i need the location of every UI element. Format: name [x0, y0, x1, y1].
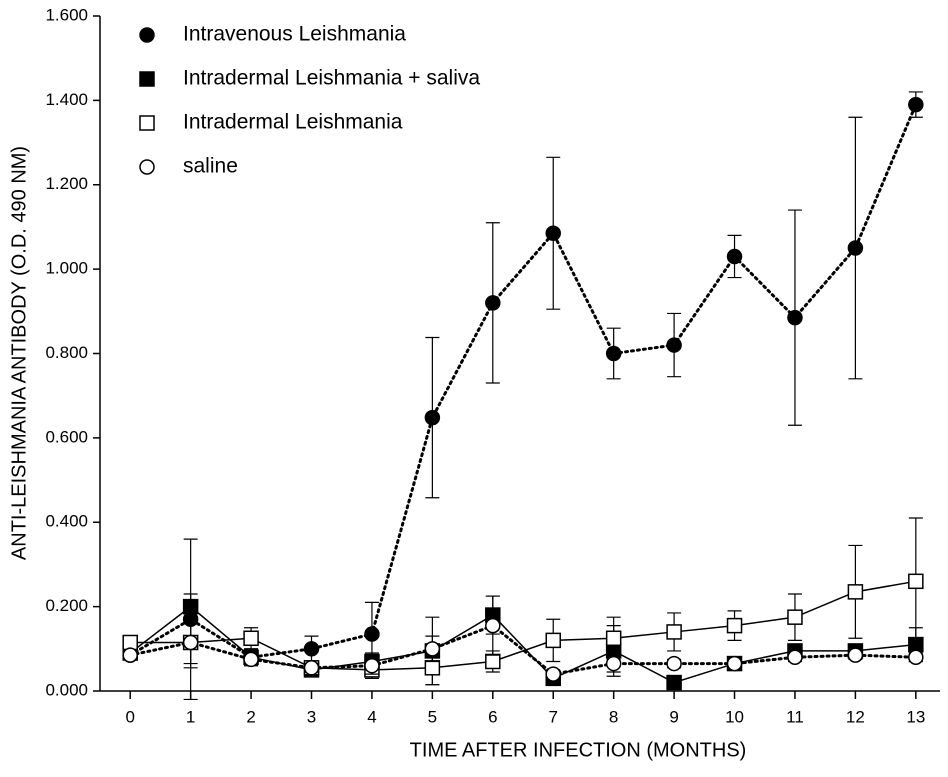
x-tick-label: 5 — [428, 707, 437, 726]
data-point — [364, 626, 380, 642]
data-point — [847, 647, 864, 663]
x-tick-label: 9 — [669, 707, 678, 726]
data-point — [666, 655, 682, 672]
series-line — [128, 103, 918, 659]
data-point — [726, 655, 743, 672]
data-point — [666, 624, 682, 640]
x-tick-label: 7 — [549, 707, 558, 726]
legend-marker — [139, 115, 155, 131]
data-point — [605, 655, 622, 672]
data-point — [243, 651, 259, 668]
data-point — [605, 345, 622, 362]
data-point — [726, 248, 743, 265]
x-axis-label: TIME AFTER INFECTION (MONTHS) — [410, 739, 747, 761]
x-tick-label: 10 — [725, 707, 744, 726]
x-tick-label: 3 — [307, 707, 316, 726]
legend-label: Intravenous Leishmania — [183, 23, 406, 46]
data-point — [485, 617, 501, 634]
data-point — [908, 573, 924, 590]
data-point — [122, 647, 138, 663]
data-point — [605, 630, 622, 647]
x-tick-label: 4 — [367, 707, 376, 726]
y-tick-label: 0.600 — [45, 427, 88, 446]
data-point — [424, 409, 441, 426]
y-tick-label: 0.000 — [45, 680, 88, 699]
data-point — [485, 653, 501, 670]
x-tick-label: 12 — [846, 707, 865, 726]
x-tick-label: 8 — [609, 707, 618, 726]
y-tick-label: 1.000 — [45, 259, 88, 278]
data-point — [787, 609, 803, 625]
data-point — [908, 649, 924, 665]
y-tick-label: 0.400 — [45, 512, 88, 531]
data-point — [485, 295, 501, 311]
data-point — [424, 641, 441, 657]
legend-label: saline — [183, 155, 238, 178]
data-point — [182, 634, 199, 651]
data-point — [666, 337, 682, 353]
legend-marker — [139, 27, 155, 43]
data-point — [303, 660, 320, 676]
x-tick-label: 6 — [488, 707, 497, 726]
y-tick-label: 0.200 — [45, 596, 88, 615]
data-point — [545, 225, 561, 242]
y-tick-label: 1.200 — [45, 174, 88, 193]
x-tick-label: 0 — [125, 707, 134, 726]
data-point — [666, 674, 682, 691]
x-tick-label: 2 — [246, 707, 255, 726]
series-line — [128, 623, 918, 676]
data-point — [182, 598, 199, 615]
legend-marker — [139, 71, 155, 87]
data-point — [424, 660, 441, 676]
data-point — [726, 617, 743, 634]
legend-label: Intradermal Leishmania — [183, 111, 403, 134]
data-point — [303, 641, 320, 657]
x-tick-label: 1 — [186, 707, 195, 726]
y-tick-label: 1.600 — [45, 5, 88, 24]
data-point — [908, 96, 924, 113]
data-point — [847, 240, 864, 256]
x-tick-label: 13 — [906, 707, 925, 726]
data-point — [847, 584, 864, 600]
data-point — [545, 632, 561, 649]
y-tick-label: 0.800 — [45, 343, 88, 362]
data-point — [243, 630, 259, 647]
x-tick-label: 11 — [786, 707, 804, 726]
data-point — [364, 657, 380, 674]
data-point — [545, 666, 561, 682]
data-point — [122, 634, 138, 651]
y-axis-label: ANTI-LEISHMANIA ANTIBODY (O.D. 490 NM) — [8, 146, 30, 560]
data-point — [787, 649, 803, 665]
legend-label: Intradermal Leishmania + saliva — [183, 67, 480, 90]
legend-marker — [139, 159, 155, 175]
y-tick-label: 1.400 — [45, 90, 88, 109]
data-point — [787, 309, 803, 326]
